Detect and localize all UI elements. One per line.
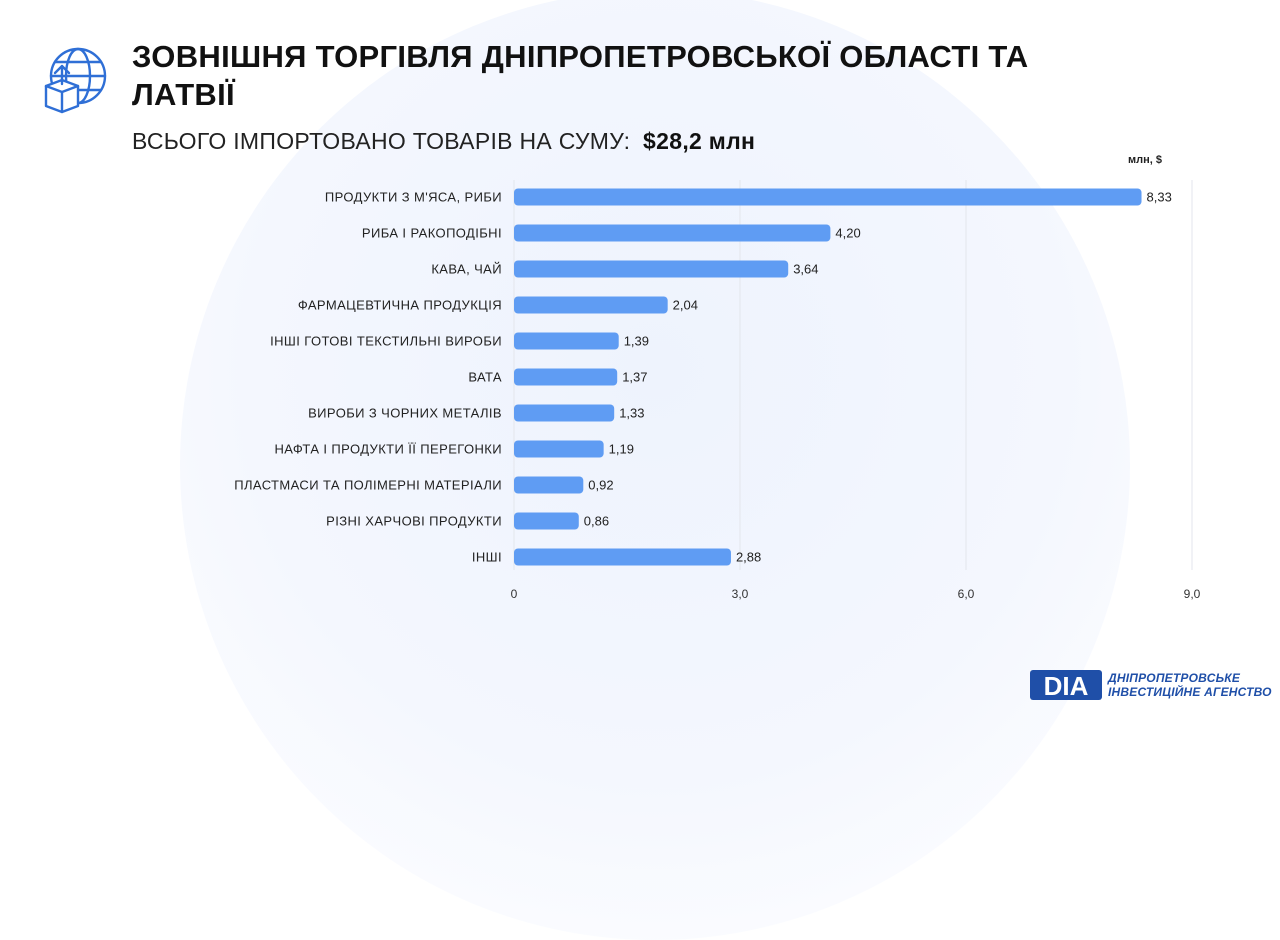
category-label: ІНШІ ГОТОВІ ТЕКСТИЛЬНІ ВИРОБИ bbox=[270, 334, 502, 349]
bar bbox=[514, 440, 604, 458]
category-label: ВИРОБИ З ЧОРНИХ МЕТАЛІВ bbox=[308, 406, 502, 421]
page-subtitle: ВСЬОГО ІМПОРТОВАНО ТОВАРІВ НА СУМУ: $28,… bbox=[132, 126, 755, 156]
category-label: РИБА І РАКОПОДІБНІ bbox=[362, 226, 502, 241]
x-tick-label: 9,0 bbox=[1184, 587, 1201, 601]
value-label: 0,92 bbox=[588, 478, 613, 493]
bar bbox=[514, 548, 731, 566]
bar bbox=[514, 188, 1142, 206]
x-tick-label: 0 bbox=[511, 587, 518, 601]
bar-chart: 0 3,0 6,0 9,0 ПРОДУКТИ З М'ЯСА, РИБИ 8,33 РИБА… bbox=[234, 180, 1201, 601]
value-label: 4,20 bbox=[835, 226, 860, 241]
category-label: КАВА, ЧАЙ bbox=[431, 262, 502, 277]
value-label: 2,04 bbox=[673, 298, 698, 313]
value-label: 2,88 bbox=[736, 550, 761, 565]
value-label: 3,64 bbox=[793, 262, 818, 277]
subtitle-amount: $28,2 млн bbox=[643, 128, 756, 154]
category-label: НАФТА І ПРОДУКТИ ЇЇ ПЕРЕГОНКИ bbox=[274, 442, 502, 457]
bar bbox=[514, 224, 831, 242]
category-label: ПЛАСТМАСИ ТА ПОЛІМЕРНІ МАТЕРІАЛИ bbox=[234, 478, 502, 493]
value-label: 1,33 bbox=[619, 406, 644, 421]
bar bbox=[514, 476, 584, 494]
footer-line-2: ІНВЕСТИЦІЙНЕ АГЕНСТВО bbox=[1108, 685, 1272, 699]
footer-logo: DIA ДНІПРОПЕТРОВСЬКЕ ІНВЕСТИЦІЙНЕ АГЕНСТ… bbox=[1030, 668, 1272, 702]
globe-box-upload-icon bbox=[44, 47, 107, 114]
footer-line-1: ДНІПРОПЕТРОВСЬКЕ bbox=[1108, 671, 1241, 685]
bar bbox=[514, 404, 615, 422]
chart-unit-label: млн, $ bbox=[1128, 154, 1162, 166]
page-title: ЗОВНІШНЯ ТОРГІВЛЯ ДНІПРОПЕТРОВСЬКОЇ ОБЛА… bbox=[132, 39, 1029, 112]
value-label: 8,33 bbox=[1147, 190, 1172, 205]
x-tick-label: 6,0 bbox=[958, 587, 975, 601]
bar bbox=[514, 368, 618, 386]
bar bbox=[514, 260, 789, 278]
value-label: 1,19 bbox=[609, 442, 634, 457]
x-tick-label: 3,0 bbox=[732, 587, 749, 601]
category-label: ВАТА bbox=[468, 370, 502, 385]
bar bbox=[514, 296, 668, 314]
category-label: ІНШІ bbox=[472, 550, 502, 565]
logo-mark: DIA bbox=[1044, 671, 1089, 701]
value-label: 1,39 bbox=[624, 334, 649, 349]
category-label: ФАРМАЦЕВТИЧНА ПРОДУКЦІЯ bbox=[298, 298, 502, 313]
value-label: 0,86 bbox=[584, 514, 609, 529]
category-label: РІЗНІ ХАРЧОВІ ПРОДУКТИ bbox=[326, 514, 502, 529]
bar bbox=[514, 512, 579, 530]
category-label: ПРОДУКТИ З М'ЯСА, РИБИ bbox=[325, 190, 502, 205]
bar bbox=[514, 332, 619, 350]
value-label: 1,37 bbox=[622, 370, 647, 385]
subtitle-prefix: ВСЬОГО ІМПОРТОВАНО ТОВАРІВ НА СУМУ: bbox=[132, 128, 631, 154]
dia-logo-icon: DIA bbox=[1030, 670, 1102, 701]
